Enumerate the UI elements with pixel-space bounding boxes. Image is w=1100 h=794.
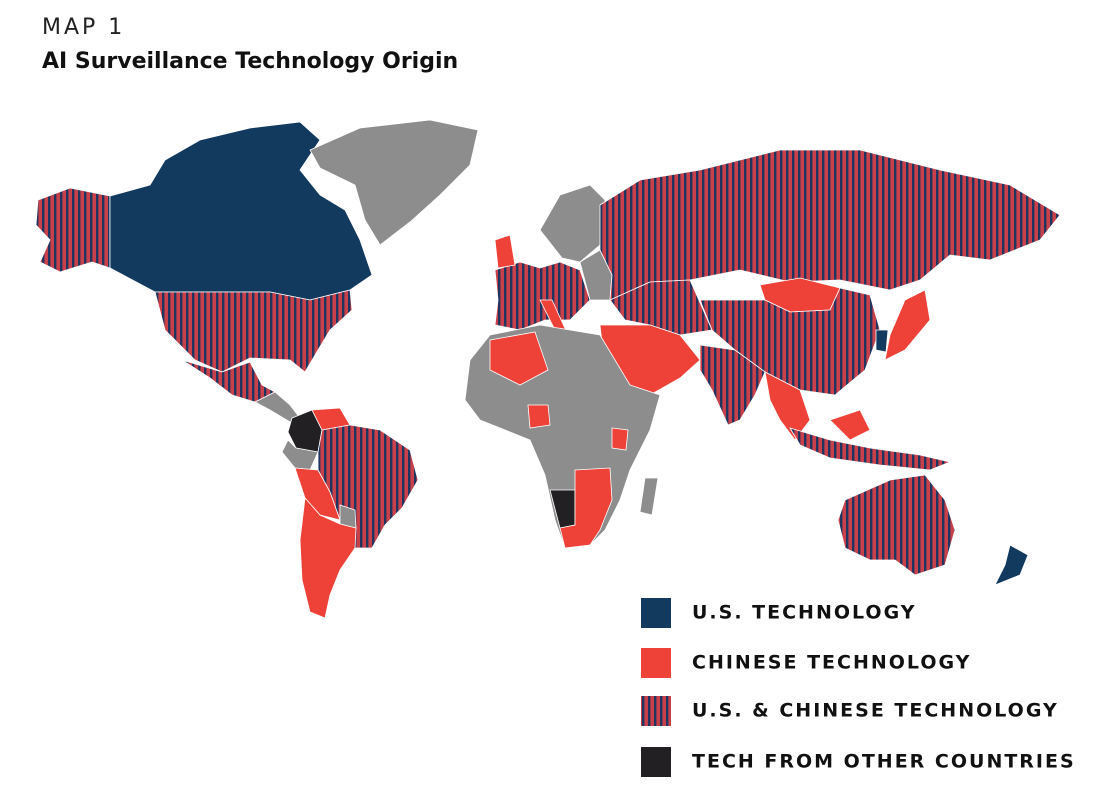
central-asia [609,279,713,336]
indonesia [789,427,952,471]
madagascar [639,477,659,516]
united-states [154,289,353,373]
greenland [309,119,479,246]
kenya [611,427,629,451]
legend-swatch [641,648,671,678]
map-kicker: MAP 1 [42,15,125,40]
legend-label: TECH FROM OTHER COUNTRIES [692,751,1076,773]
legend-label: U.S. & CHINESE TECHNOLOGY [692,700,1059,722]
south-korea [875,329,889,353]
southern-africa [559,467,613,549]
legend-label: CHINESE TECHNOLOGY [692,652,971,674]
map-title: AI Surveillance Technology Origin [42,49,458,74]
western-europe [494,261,591,331]
scandinavia [539,184,606,263]
algeria [489,331,549,386]
new-zealand [994,544,1029,586]
nigeria [527,404,551,429]
uk-ireland [494,234,516,269]
philippines-borneo [829,409,871,441]
alaska [35,187,111,273]
legend-swatch [641,747,671,777]
argentina-chile [299,497,357,619]
legend-swatch [641,696,671,726]
legend: U.S. TECHNOLOGY CHINESE TECHNOLOGY U.S. & … [641,598,1076,777]
australia [837,474,956,576]
legend-label: U.S. TECHNOLOGY [692,602,917,624]
southeast-asia [764,371,811,441]
legend-swatch [641,598,671,628]
japan [884,289,931,361]
india [699,344,766,426]
russia [599,149,1061,301]
world-map [35,119,1061,619]
